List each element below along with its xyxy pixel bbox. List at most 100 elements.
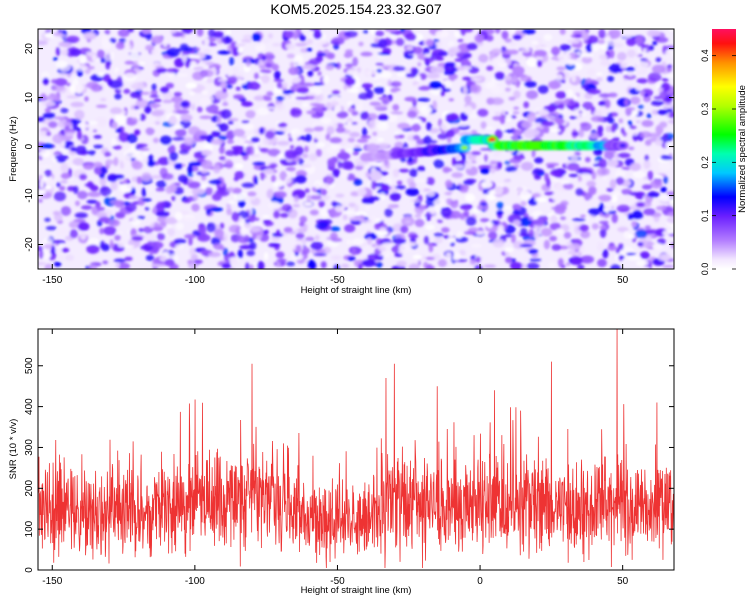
heatmap-cell — [442, 166, 451, 174]
x-tick-label: -150 — [42, 275, 62, 286]
heatmap-cell — [499, 85, 506, 93]
heatmap-cell — [58, 41, 73, 48]
heatmap-cell — [242, 122, 254, 131]
heatmap-cell — [69, 229, 79, 239]
heatmap-cell — [332, 168, 341, 178]
heatmap-cell — [330, 101, 339, 107]
heatmap-cell — [448, 98, 454, 102]
heatmap-cell — [150, 175, 163, 179]
heatmap-cell — [144, 77, 155, 82]
heatmap-cell — [437, 133, 449, 140]
heatmap-cell — [102, 260, 108, 265]
heatmap-cell — [529, 258, 542, 262]
heatmap-cell — [92, 129, 98, 133]
heatmap-cell — [546, 164, 555, 169]
heatmap-cell — [569, 116, 578, 120]
heatmap-cell — [40, 143, 54, 149]
heatmap-cell — [223, 233, 229, 242]
heatmap-cell — [512, 74, 518, 85]
heatmap-cell — [625, 107, 636, 112]
heatmap-cell — [360, 135, 371, 139]
heatmap-cell — [620, 127, 626, 135]
heatmap-cell — [184, 234, 197, 239]
heatmap-cell — [330, 144, 342, 149]
heatmap-cell — [326, 176, 333, 185]
heatmap-cell — [458, 123, 469, 127]
heatmap-cell — [266, 91, 274, 97]
heatmap-cell — [138, 147, 150, 152]
heatmap-cell — [455, 236, 468, 243]
heatmap-cell — [369, 196, 381, 201]
heatmap-cell — [320, 117, 332, 124]
heatmap-cell — [255, 217, 260, 221]
heatmap-cell — [175, 73, 189, 77]
heatmap-cell — [345, 63, 354, 68]
heatmap-cell — [254, 176, 259, 185]
heatmap-cell — [516, 186, 524, 192]
snr-y-ticks: 0 100 200 300 400 500 — [24, 357, 674, 573]
heatmap-cell — [330, 232, 338, 240]
heatmap-cell — [145, 44, 155, 51]
heatmap-cell — [142, 150, 149, 156]
heatmap-cell — [659, 195, 671, 203]
heatmap-cell — [662, 104, 674, 109]
heatmap-cell — [199, 135, 210, 140]
heatmap-cell — [265, 130, 275, 140]
heatmap-cell — [453, 251, 462, 261]
heatmap-cell — [354, 144, 361, 149]
heatmap-cell — [409, 238, 417, 243]
heatmap-cell — [571, 74, 577, 83]
heatmap-cell — [342, 59, 352, 64]
heatmap-cell — [647, 191, 660, 198]
heatmap-cell — [263, 229, 269, 235]
heatmap-cell — [421, 108, 431, 117]
heatmap-cell — [443, 79, 453, 89]
heatmap-cell — [344, 30, 358, 38]
heatmap-cell — [242, 34, 253, 41]
heatmap-cell — [100, 57, 107, 63]
heatmap-cell — [80, 205, 93, 210]
heatmap-cell — [231, 145, 246, 150]
heatmap-cell — [333, 264, 341, 269]
heatmap-cell — [226, 187, 235, 193]
heatmap-cell — [607, 245, 618, 251]
heatmap-cell — [137, 61, 146, 65]
heatmap-cell — [329, 226, 341, 232]
heatmap-cell — [379, 227, 387, 232]
heatmap-cell — [550, 168, 561, 177]
heatmap-cell — [93, 135, 102, 139]
heatmap-cell — [636, 202, 645, 208]
heatmap-cell — [615, 169, 626, 180]
heatmap-cell — [138, 228, 145, 233]
heatmap-cell — [258, 148, 268, 152]
colorbar-tick-label: 0.0 — [700, 263, 710, 276]
heatmap-cell — [239, 245, 252, 250]
heatmap-cell — [226, 139, 234, 144]
heatmap-cell — [494, 129, 504, 139]
heatmap-cell — [617, 152, 631, 158]
heatmap-cell — [293, 195, 299, 203]
x-tick-label: 0 — [477, 275, 483, 286]
heatmap-cell — [651, 109, 659, 115]
heatmap-cell — [615, 176, 625, 185]
heatmap-cell — [344, 77, 356, 86]
heatmap-cell — [531, 211, 542, 218]
heatmap-cell — [188, 55, 201, 59]
heatmap-cell — [295, 232, 305, 240]
heatmap-cell — [286, 53, 295, 59]
heatmap-cell — [148, 103, 161, 108]
heatmap-cell — [426, 216, 431, 221]
heatmap-cell — [61, 247, 70, 253]
heatmap-cell — [634, 35, 644, 45]
heatmap-cell — [254, 144, 259, 155]
heatmap-cell — [430, 139, 438, 144]
heatmap-cell — [149, 119, 156, 129]
heatmap-cell — [96, 206, 106, 211]
heatmap-cell — [205, 186, 213, 196]
heatmap-cell — [383, 158, 389, 167]
heatmap-cell — [579, 224, 589, 232]
heatmap-cell — [86, 244, 100, 254]
heatmap-cell — [153, 98, 162, 103]
heatmap-cell — [617, 97, 631, 107]
heatmap-cell — [315, 132, 321, 140]
